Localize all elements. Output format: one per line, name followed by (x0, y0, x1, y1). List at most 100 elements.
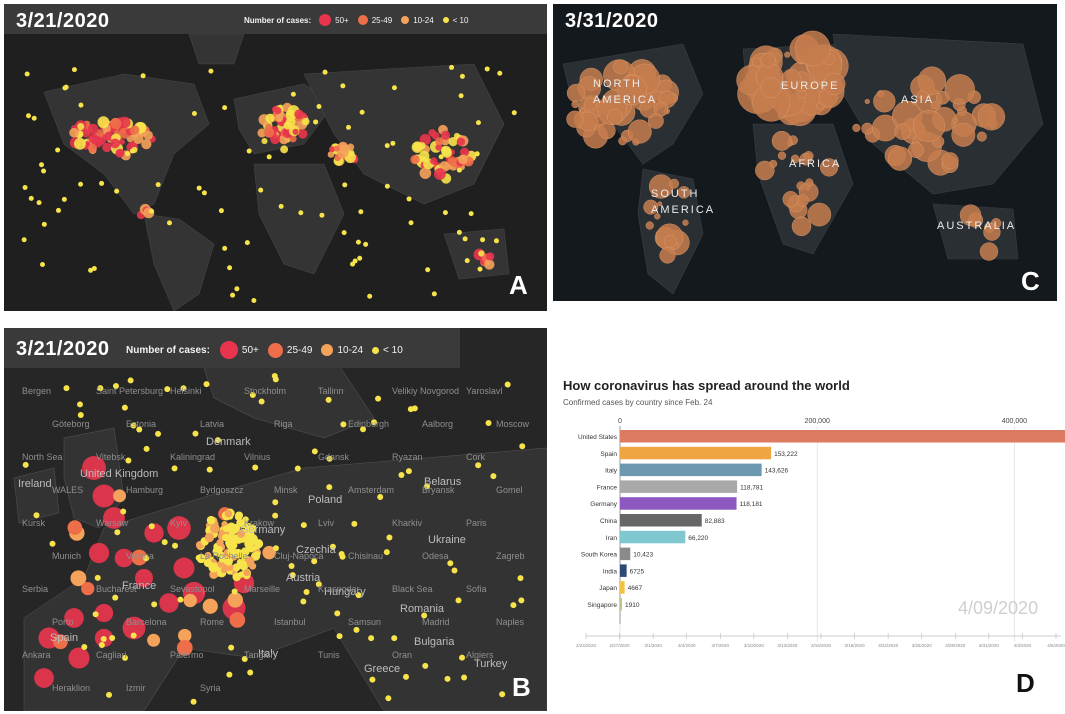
case-dot-small (208, 68, 214, 74)
city-label: Bergen (22, 386, 52, 396)
case-bubble (653, 102, 669, 117)
case-dot-50-plus (64, 608, 84, 628)
bar-japan (620, 581, 625, 594)
timeline-label: 3/1/2020 (644, 643, 662, 648)
case-dot-small (322, 69, 328, 75)
case-dot-small (464, 258, 470, 264)
bar-iran (620, 530, 686, 544)
case-dot-under-10 (172, 542, 179, 549)
case-dot-under-10 (218, 556, 226, 563)
city-label: WALES (52, 485, 84, 495)
city-label: Bydgoszcz (200, 485, 244, 495)
case-dot-under-10 (329, 543, 336, 550)
case-dot-under-10 (325, 396, 332, 403)
case-dot-under-10 (100, 635, 107, 642)
case-dot-small (63, 84, 69, 90)
value-label: 66,220 (688, 535, 708, 542)
case-dot-under-10 (225, 539, 233, 547)
legend-b-label-10-24: 10-24 (337, 344, 364, 356)
city-label: Moscow (496, 419, 530, 429)
case-bubble (861, 122, 874, 135)
case-dot-small (114, 188, 120, 194)
case-dot-small (406, 196, 412, 202)
case-dot-small (477, 266, 483, 272)
case-dot (430, 157, 438, 165)
city-label: Paris (466, 518, 487, 528)
city-label: Kyiv (170, 518, 188, 528)
case-dot-small (449, 64, 455, 70)
world-map-c (553, 4, 1057, 301)
case-dot-under-10 (303, 588, 310, 595)
case-dot-under-10 (252, 464, 259, 471)
case-dot-small (36, 200, 42, 206)
case-dot-under-10 (272, 545, 279, 552)
case-dot-under-10 (490, 473, 497, 480)
case-dot-under-10 (326, 484, 333, 491)
case-dot-under-10 (210, 523, 220, 534)
case-bubble (944, 74, 975, 105)
case-dot-under-10 (258, 398, 265, 405)
case-dot-under-10 (518, 597, 525, 604)
case-dot-under-10 (177, 596, 184, 603)
case-bubble (953, 118, 958, 124)
case-dot-under-10 (294, 465, 301, 472)
case-dot-small (55, 147, 61, 153)
timeline-label: 3/28/2020 (945, 643, 966, 648)
panel-b-letter: B (512, 672, 531, 702)
case-dot (141, 138, 152, 150)
case-dot-small (475, 120, 481, 126)
case-dot (478, 250, 485, 257)
case-dot-under-10 (383, 549, 390, 556)
case-dot-under-10 (33, 512, 40, 519)
case-dot-under-10 (391, 635, 398, 642)
case-bubble (654, 213, 661, 220)
city-label: Minsk (274, 485, 298, 495)
city-label: Tangier (244, 650, 274, 660)
category-label: United States (578, 434, 618, 441)
case-dot-small (384, 143, 390, 149)
case-bubble (941, 152, 959, 170)
case-dot-under-10 (203, 558, 212, 567)
panel-a-date: 3/21/2020 (16, 10, 110, 32)
case-dot (118, 116, 131, 129)
city-label: Helsinki (170, 386, 202, 396)
landmass (43, 73, 210, 215)
case-dot-under-10 (206, 515, 216, 525)
case-dot (129, 125, 140, 136)
case-dot-under-10 (214, 437, 221, 444)
case-dot-small (367, 293, 373, 299)
case-dot-under-10 (398, 472, 405, 479)
case-dot-under-10 (242, 516, 249, 523)
city-label: Kaliningrad (170, 452, 216, 462)
case-dot-small (342, 182, 348, 188)
case-dot-under-10 (422, 662, 429, 669)
panel-c-date: 3/31/2020 (565, 10, 659, 32)
case-dot-under-10 (151, 601, 158, 608)
bar-france (620, 480, 738, 493)
case-dot-under-10 (235, 511, 244, 520)
case-dot-small (218, 208, 224, 214)
case-dot-small (438, 154, 444, 160)
case-dot-under-10 (475, 462, 482, 469)
case-dot-under-10 (253, 550, 261, 558)
x-tick-label: 400,000 (1002, 418, 1027, 425)
case-dot (275, 114, 284, 123)
case-dot-under-10 (143, 555, 150, 562)
case-bubble (959, 204, 982, 226)
case-dot-under-10 (504, 381, 511, 388)
timeline-label: 4/6/2020 (1047, 643, 1065, 648)
country-label: Belarus (424, 476, 462, 488)
case-dot (329, 146, 336, 153)
country-label: Czechia (296, 544, 336, 556)
case-dot-small (251, 298, 257, 304)
timeline-label: 3/10/2020 (744, 643, 765, 648)
case-dot-small (363, 241, 369, 247)
case-dot-small (230, 292, 236, 298)
case-dot-under-10 (249, 392, 256, 399)
country-label: Romania (400, 603, 445, 615)
case-dot-under-10 (236, 519, 244, 527)
case-dot-under-10 (161, 539, 168, 546)
case-bubble (760, 77, 782, 98)
case-dot-under-10 (247, 669, 254, 676)
case-bubble (782, 191, 799, 208)
